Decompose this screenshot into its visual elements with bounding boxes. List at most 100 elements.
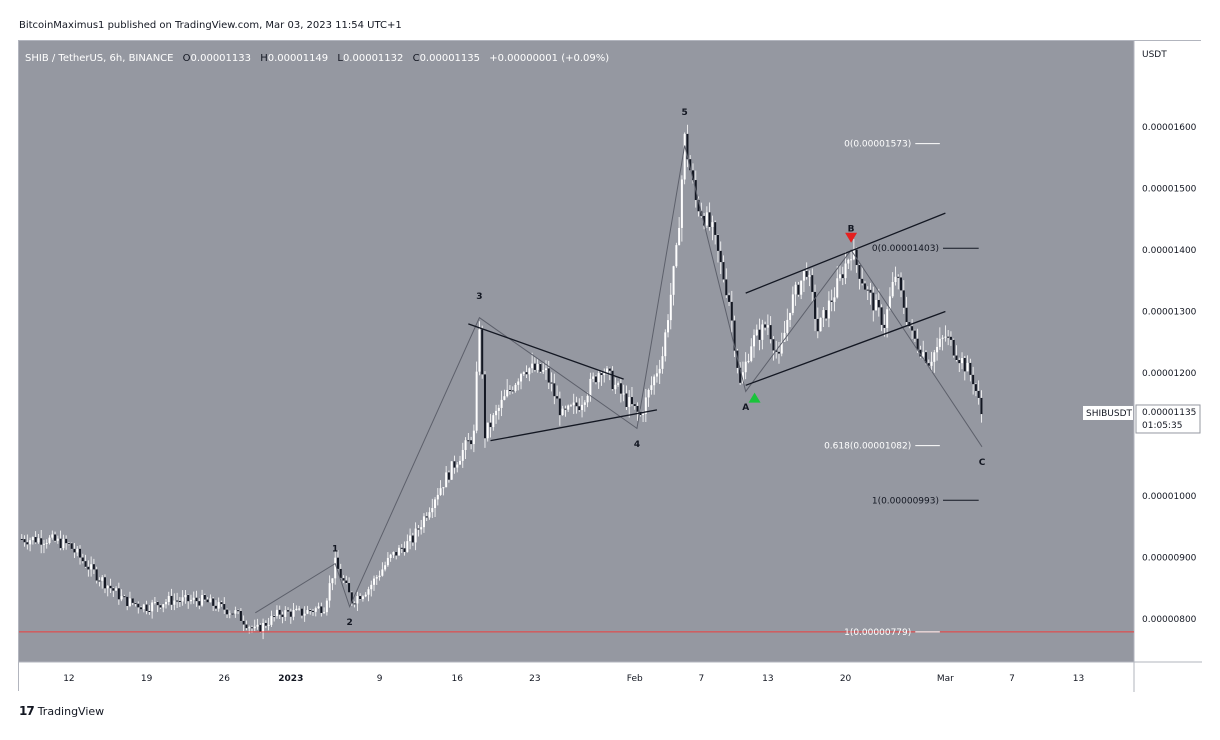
trendline[interactable] xyxy=(468,323,624,380)
price-axis-panel[interactable] xyxy=(1134,41,1202,692)
candle-body xyxy=(880,307,883,325)
candle-body xyxy=(902,290,905,308)
close-value: 0.00001135 xyxy=(420,53,480,64)
candle-body xyxy=(359,596,362,600)
candle-body xyxy=(170,595,173,605)
candle-body xyxy=(542,370,545,372)
price-tick-label: 0.00001400 xyxy=(1142,246,1197,256)
price-chart[interactable]: 0(0.00001573) 0(0.00001403) 0.618(0.000010… xyxy=(19,41,1202,692)
time-tick-label: Mar xyxy=(937,674,954,684)
candle-body xyxy=(669,294,672,321)
candle-body xyxy=(173,600,176,605)
candle-body xyxy=(422,516,425,528)
time-tick-label: 26 xyxy=(219,674,231,684)
candle-body xyxy=(228,613,231,615)
candle-body xyxy=(592,376,595,379)
candle-body xyxy=(891,281,894,297)
candle-body xyxy=(262,622,265,632)
candle-body xyxy=(231,613,234,615)
wave-labels: 1 2 3 4 5 A B C xyxy=(332,108,986,628)
symbol-tag-label: SHIBUSDT xyxy=(1086,409,1133,419)
candle-body xyxy=(506,390,509,397)
time-axis: 12 19 26 2023 9 16 23 Feb 7 13 20 Mar 7 13 xyxy=(63,674,1084,684)
candle-body xyxy=(323,612,326,614)
trendline[interactable] xyxy=(745,310,946,386)
candle-body xyxy=(558,398,561,416)
low-label: L xyxy=(337,53,343,64)
candle-body xyxy=(769,325,772,340)
candle-body xyxy=(475,371,478,431)
candle-body xyxy=(26,542,29,545)
candle-body xyxy=(400,547,403,549)
candle-body xyxy=(869,289,872,293)
candle-body xyxy=(930,361,933,366)
candle-body xyxy=(686,133,689,160)
time-tick-label: 16 xyxy=(452,674,464,684)
candle-body xyxy=(214,605,217,609)
candle-body xyxy=(655,373,658,377)
candle-body xyxy=(151,602,154,612)
candle-body xyxy=(289,611,292,617)
candle-body xyxy=(181,597,184,602)
wave-label: C xyxy=(979,458,986,468)
candle-body xyxy=(467,440,470,442)
candle-body xyxy=(431,508,434,513)
candle-body xyxy=(941,337,944,339)
candle-body xyxy=(697,199,700,212)
candle-body xyxy=(974,384,977,391)
candle-body xyxy=(470,440,473,445)
candle-body xyxy=(115,588,118,591)
candle-body xyxy=(284,610,287,617)
candle-body xyxy=(791,294,794,313)
last-price-value: 0.00001135 xyxy=(1142,408,1196,418)
elliott-wave-path[interactable] xyxy=(255,145,983,614)
candle-body xyxy=(275,609,278,617)
candle-body xyxy=(916,338,919,350)
trendline[interactable] xyxy=(745,212,946,294)
drawings: 0(0.00001573) 0(0.00001403) 0.618(0.000010… xyxy=(19,140,1134,638)
candle-body xyxy=(597,373,600,383)
sell-arrow-icon xyxy=(845,232,858,243)
candle-body xyxy=(417,528,420,530)
candle-body xyxy=(947,336,950,338)
candle-body xyxy=(109,585,112,589)
candle-body xyxy=(658,368,661,374)
candle-body xyxy=(836,278,839,298)
candle-body xyxy=(253,626,256,629)
chart-frame[interactable]: 0(0.00001573) 0(0.00001403) 0.618(0.000010… xyxy=(18,40,1202,692)
symbol-tag xyxy=(1083,405,1133,420)
trendline[interactable] xyxy=(490,409,658,442)
candle-body xyxy=(217,602,220,609)
candle-body xyxy=(653,376,656,386)
candles xyxy=(20,124,983,640)
wave-label: A xyxy=(742,403,749,413)
candle-body xyxy=(392,552,395,555)
candle-body xyxy=(101,577,104,581)
candle-body xyxy=(497,407,500,411)
candle-body xyxy=(691,170,694,181)
candle-body xyxy=(547,368,550,383)
candle-body xyxy=(561,408,564,416)
candle-body xyxy=(938,338,941,347)
candle-body xyxy=(678,227,681,246)
candle-body xyxy=(31,537,34,541)
candle-body xyxy=(378,575,381,578)
candle-body xyxy=(345,580,348,584)
candle-body xyxy=(913,330,916,339)
candle-body xyxy=(531,363,534,369)
tradingview-brand: TradingView xyxy=(37,704,105,718)
candle-body xyxy=(830,300,833,302)
candle-body xyxy=(905,307,908,323)
time-axis-panel[interactable] xyxy=(19,662,1134,692)
candle-body xyxy=(65,538,68,544)
candle-body xyxy=(667,320,670,333)
wave-label: 5 xyxy=(682,108,688,118)
candle-body xyxy=(833,297,836,302)
candle-body xyxy=(56,538,59,541)
price-tick-label: 0.00001300 xyxy=(1142,308,1197,318)
candle-body xyxy=(689,159,692,171)
tradingview-logo[interactable]: 17 TradingView xyxy=(19,704,104,718)
candle-body xyxy=(209,598,212,603)
plot-area[interactable] xyxy=(19,41,1134,662)
candle-body xyxy=(336,557,339,569)
